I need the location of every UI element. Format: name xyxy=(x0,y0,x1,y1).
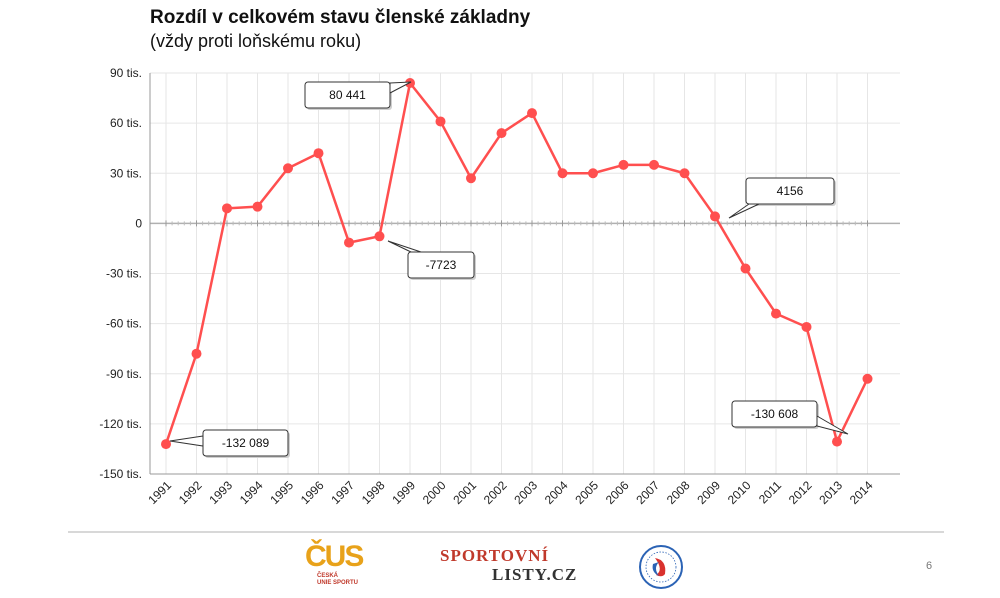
data-point xyxy=(252,201,263,212)
data-point xyxy=(344,237,354,248)
y-tick-label: -60 tis. xyxy=(106,317,142,331)
data-point xyxy=(496,128,507,139)
annotation-callout: -7723 xyxy=(387,240,476,280)
x-tick-label: 1998 xyxy=(359,478,388,507)
data-point xyxy=(771,308,781,319)
x-tick-label: 1992 xyxy=(176,478,205,507)
data-point xyxy=(679,168,690,179)
y-tick-label: 90 tis. xyxy=(110,66,142,80)
data-point xyxy=(588,168,598,179)
data-point xyxy=(557,168,568,179)
data-point xyxy=(222,203,232,214)
x-tick-label: 1997 xyxy=(328,478,357,507)
data-point xyxy=(801,321,812,332)
annotation-box xyxy=(745,177,835,205)
x-tick-label: 2003 xyxy=(511,478,540,507)
y-tick-label: -120 tis. xyxy=(99,417,142,431)
annotation-box xyxy=(304,81,391,109)
annotation-pointer xyxy=(728,203,760,219)
line-chart: 90 tis. 60 tis. 30 tis. 0 -30 tis. -60 tis. -9… xyxy=(99,66,900,507)
sportovni-logo-line2: LISTY.CZ xyxy=(492,565,578,584)
x-tick-label: 2001 xyxy=(450,478,479,507)
x-tick-label: 1991 xyxy=(145,478,174,507)
series-line-path xyxy=(164,81,869,445)
annotation-box xyxy=(731,400,818,428)
x-tick-label: 2000 xyxy=(420,478,449,507)
x-tick-label: 2004 xyxy=(542,478,571,507)
chart-title: Rozdíl v celkovém stavu členské základny xyxy=(150,7,531,28)
y-tick-label: 30 tis. xyxy=(110,166,142,180)
y-tick-labels: 90 tis. 60 tis. 30 tis. 0 -30 tis. -60 tis. -9… xyxy=(99,66,142,481)
y-tick-label: -30 tis. xyxy=(106,267,142,281)
sportovni-logo-line1: SPORTOVNÍ xyxy=(440,546,550,565)
x-tick-label: 2002 xyxy=(481,478,510,507)
annotation-box xyxy=(407,251,475,279)
x-tick-label: 2006 xyxy=(603,478,632,507)
emblem-icon xyxy=(639,545,683,589)
page-number: 6 xyxy=(926,560,933,572)
annotation-callout: 4156 xyxy=(728,177,836,219)
data-point xyxy=(466,173,476,184)
y-tick-label: -150 tis. xyxy=(99,467,142,481)
data-point xyxy=(710,211,720,222)
x-tick-label: 1999 xyxy=(389,478,418,507)
data-point xyxy=(435,116,446,127)
x-tick-label: 2014 xyxy=(847,478,876,507)
x-tick-label: 1995 xyxy=(267,478,296,507)
x-tick-label: 2007 xyxy=(633,478,662,507)
data-point xyxy=(283,163,293,174)
sportovni-listy-logo: SPORTOVNÍ LISTY.CZ xyxy=(440,546,590,590)
x-tick-label: 2005 xyxy=(572,478,601,507)
annotation-pointer xyxy=(387,240,422,253)
x-tick-label: 2012 xyxy=(786,478,815,507)
data-point xyxy=(618,159,629,170)
annotation-label: -132 089 xyxy=(222,436,270,450)
title-block: Rozdíl v celkovém stavu členské základny… xyxy=(150,6,530,52)
x-tick-label: 2010 xyxy=(725,478,754,507)
cus-logo-letters: ČUS xyxy=(305,540,364,573)
x-tick-label: 2013 xyxy=(816,478,845,507)
annotation-callout: -130 608 xyxy=(731,400,849,435)
x-tick-label: 1996 xyxy=(298,478,327,507)
data-point xyxy=(161,439,171,450)
y-tick-label: 60 tis. xyxy=(110,116,142,130)
annotation-label: -7723 xyxy=(426,258,457,272)
y-tick-label: -90 tis. xyxy=(106,367,142,381)
x-tick-label: 2011 xyxy=(756,478,784,506)
x-tick-label: 1993 xyxy=(206,478,235,507)
chart-subtitle: (vždy proti loňskému roku) xyxy=(150,31,362,51)
annotation-callout: 80 441 xyxy=(304,81,412,110)
data-point xyxy=(649,159,659,170)
x-tick-labels: 1991 1992 1993 1994 1995 1996 1997 1998 1999 2000… xyxy=(145,478,876,507)
footer-divider xyxy=(68,531,944,533)
cus-logo: ČUS ČESKÁ UNIE SPORTU xyxy=(305,541,375,593)
x-tick-label: 1994 xyxy=(237,478,266,507)
data-point xyxy=(191,348,202,359)
cus-logo-text2: UNIE SPORTU xyxy=(317,580,359,586)
x-tick-label: 2009 xyxy=(694,478,723,507)
round-emblem-logo xyxy=(638,544,684,590)
cus-logo-text1: ČESKÁ xyxy=(317,573,339,579)
axes xyxy=(149,73,900,475)
x-tick-label: 2008 xyxy=(664,478,693,507)
annotation-box xyxy=(202,429,289,457)
series-line xyxy=(164,81,869,445)
annotation-label: 4156 xyxy=(777,184,804,198)
data-point xyxy=(374,231,385,242)
data-points xyxy=(161,78,873,450)
data-point xyxy=(313,148,324,159)
annotation-pointer xyxy=(816,415,849,435)
data-point xyxy=(832,436,842,447)
annotation-pointer xyxy=(169,435,204,447)
annotation-callout: -132 089 xyxy=(169,429,290,458)
y-tick-label: 0 xyxy=(135,216,142,230)
annotations: -132 089 80 441 -7723 4156 -130 608 xyxy=(169,81,849,458)
data-point xyxy=(740,263,751,274)
annotation-label: 80 441 xyxy=(329,88,366,102)
data-point xyxy=(862,373,873,384)
annotation-label: -130 608 xyxy=(751,407,799,421)
data-point xyxy=(527,108,537,119)
